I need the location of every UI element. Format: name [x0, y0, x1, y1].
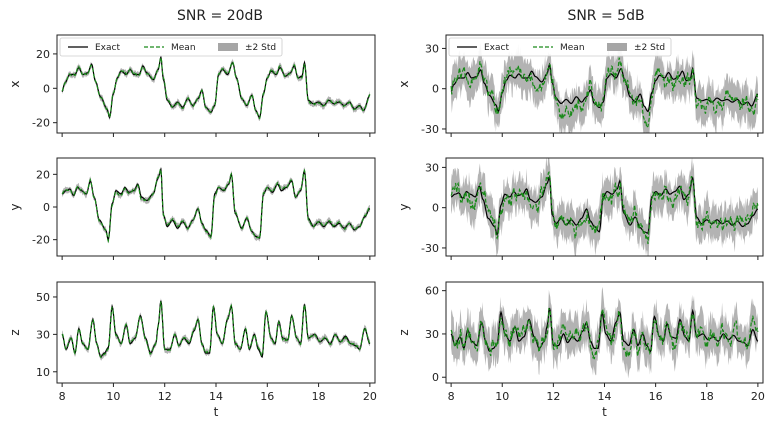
axes-frame-left-z: [56, 281, 376, 384]
ytick-label-right-y-1: 0: [432, 202, 439, 215]
plot-area-right-y: [450, 158, 759, 256]
legend-label-exact-left-x: Exact: [95, 43, 120, 53]
xtick-label-left-z-5: 18: [312, 390, 326, 403]
legend-box-right-x: [448, 37, 672, 57]
panel-left-x: -20 0 20 x Exact Mean ±2 Std: [8, 34, 376, 137]
ytick-label-left-z-2: 50: [36, 291, 50, 304]
ytick-label-right-z-2: 60: [425, 285, 439, 298]
xtick-label-right-z-4: 16: [649, 390, 663, 403]
plot-area-left-x: [61, 55, 371, 121]
xtick-label-right-z-3: 14: [598, 390, 612, 403]
legend-box-left-x: [59, 37, 283, 57]
ylabel-right-y: y: [397, 203, 411, 210]
legend-label-exact-right-x: Exact: [484, 43, 509, 53]
panel-right-y: -30 0 30 y: [397, 157, 764, 260]
mean-line-left-z: [61, 301, 371, 359]
legend-swatch-std-left-x: [218, 43, 238, 51]
xtick-label-right-z-0: 8: [448, 390, 455, 403]
ylabel-right-z: z: [397, 329, 411, 335]
legend-label-std-right-x: ±2 Std: [634, 43, 665, 53]
ylabel-left-z: z: [8, 329, 22, 335]
plot-area-right-z: [450, 286, 759, 379]
mean-line-right-z: [450, 308, 759, 360]
legend-swatch-std-right-x: [607, 43, 627, 51]
xlabel-left-z: t: [214, 405, 219, 419]
exact-line-right-y: [450, 174, 759, 237]
exact-line-right-x: [450, 62, 759, 113]
xtick-label-left-z-1: 10: [106, 390, 120, 403]
exact-line-right-z: [450, 307, 759, 353]
panel-left-y: -20 0 20 y: [8, 157, 376, 260]
panel-right-x: -30 0 30 x Exact Mean ±2 Std: [397, 34, 764, 137]
ytick-label-left-y-0: -20: [32, 234, 50, 247]
legend-right-x: Exact Mean ±2 Std: [448, 37, 672, 57]
ytick-label-left-z-1: 30: [36, 328, 50, 341]
legend-label-std-left-x: ±2 Std: [245, 43, 276, 53]
ytick-label-right-z-0: 0: [432, 371, 439, 384]
std-band-left-y: [62, 166, 370, 244]
title-right: SNR = 5dB: [567, 8, 644, 24]
xlabel-right-z: t: [602, 405, 607, 419]
ytick-label-right-y-0: -30: [421, 242, 439, 255]
ylabel-left-y: y: [8, 203, 22, 210]
ylabel-right-x: x: [397, 80, 411, 87]
mean-line-left-y: [61, 168, 371, 244]
title-left: SNR = 20dB: [177, 8, 263, 24]
legend-left-x: Exact Mean ±2 Std: [59, 37, 283, 57]
mean-line-left-x: [61, 55, 371, 120]
ytick-label-right-x-0: -30: [421, 123, 439, 136]
xtick-label-right-z-2: 12: [546, 390, 560, 403]
xtick-label-left-z-0: 8: [59, 390, 66, 403]
std-band-right-z: [451, 286, 758, 379]
xtick-label-right-z-1: 10: [495, 390, 509, 403]
panel-right-z: 8 10 12 14 16 18 20 0 30 60 z t: [397, 281, 765, 419]
ytick-label-left-z-0: 10: [36, 366, 50, 379]
xtick-label-left-z-4: 16: [260, 390, 274, 403]
ytick-label-left-x-1: 0: [43, 82, 50, 95]
ytick-label-left-y-2: 20: [36, 168, 50, 181]
panel-left-z: 8 10 12 14 16 18 20 10 30 50 z t: [8, 281, 377, 419]
std-band-right-y: [451, 158, 758, 256]
plot-area-left-z: [61, 298, 371, 361]
ytick-label-left-x-0: -20: [32, 117, 50, 130]
ytick-label-right-z-1: 30: [425, 328, 439, 341]
xtick-label-right-z-6: 20: [751, 390, 765, 403]
plot-area-right-x: [450, 42, 759, 133]
ytick-label-right-y-2: 30: [425, 161, 439, 174]
axes-frame-left-y: [56, 157, 376, 257]
xtick-label-left-z-2: 12: [158, 390, 172, 403]
mean-line-right-y: [450, 170, 759, 245]
plot-area-left-y: [61, 166, 371, 244]
mean-line-right-x: [450, 57, 759, 130]
ytick-label-left-x-2: 20: [36, 48, 50, 61]
ylabel-left-x: x: [8, 80, 22, 87]
ytick-label-right-x-1: 0: [432, 83, 439, 96]
ytick-label-left-y-1: 0: [43, 201, 50, 214]
legend-label-mean-left-x: Mean: [171, 43, 196, 53]
xtick-label-left-z-3: 14: [209, 390, 223, 403]
exact-line-left-y: [61, 167, 371, 242]
xtick-label-left-z-6: 20: [363, 390, 377, 403]
ytick-label-right-x-2: 30: [425, 42, 439, 55]
xtick-label-right-z-5: 18: [700, 390, 714, 403]
legend-label-mean-right-x: Mean: [560, 43, 585, 53]
